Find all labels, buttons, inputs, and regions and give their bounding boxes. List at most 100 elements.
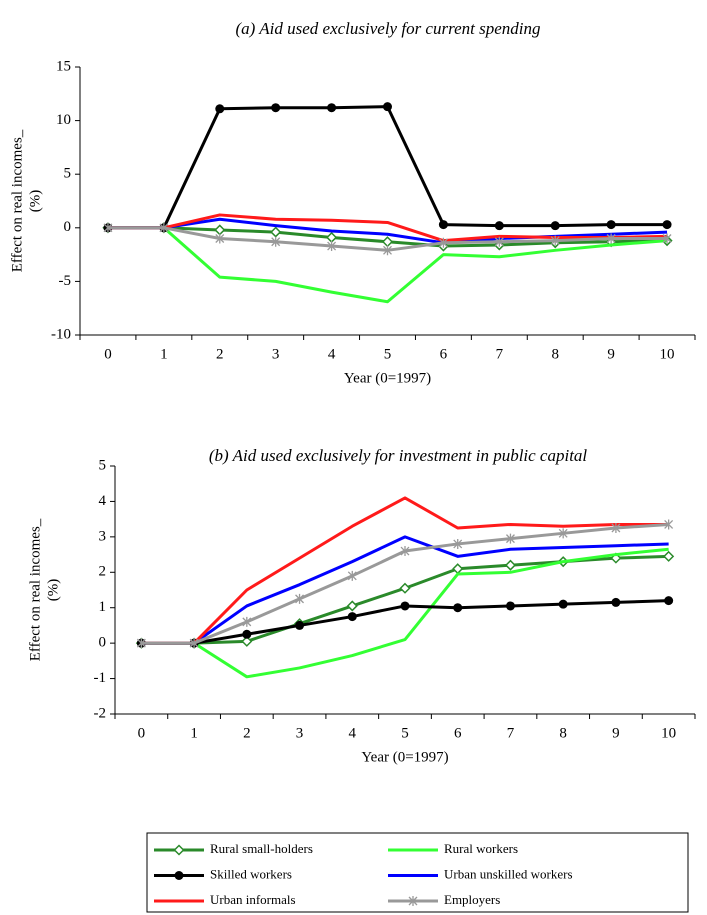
x-tick-label: 10	[660, 346, 675, 362]
legend-label: Rural workers	[444, 841, 518, 856]
x-tick-label: 2	[243, 725, 251, 741]
y-tick-label: -5	[59, 273, 72, 289]
legend-label: Employers	[444, 892, 500, 907]
marker	[611, 523, 621, 533]
x-tick-label: 4	[349, 725, 357, 741]
legend-label: Skilled workers	[210, 866, 292, 881]
marker	[662, 233, 672, 244]
series-line	[107, 213, 668, 243]
x-tick-label: 1	[160, 346, 168, 362]
marker	[327, 103, 337, 113]
marker	[189, 638, 199, 649]
y-tick-label: 3	[99, 528, 107, 544]
marker	[381, 236, 394, 248]
marker	[241, 635, 253, 647]
marker	[505, 533, 515, 544]
y-tick-label: 10	[56, 112, 71, 128]
marker	[214, 224, 226, 236]
marker	[174, 871, 184, 880]
marker	[606, 220, 616, 230]
marker	[611, 597, 621, 607]
marker	[494, 221, 504, 231]
marker	[347, 612, 357, 622]
marker	[558, 528, 568, 539]
series-line	[107, 105, 668, 230]
x-tick-label: 0	[138, 725, 146, 741]
series-line	[141, 554, 669, 645]
x-tick-label: 9	[612, 725, 620, 741]
x-axis-label: Year (0=1997)	[361, 749, 448, 765]
marker	[399, 582, 411, 594]
y-tick-label: 2	[99, 564, 107, 580]
x-tick-label: 10	[661, 725, 676, 741]
y-axis-label: Effect on real incomes_	[9, 129, 25, 272]
marker	[438, 237, 448, 248]
x-tick-label: 8	[559, 725, 567, 741]
y-tick-label: 5	[64, 166, 72, 182]
legend-label: Urban informals	[210, 892, 296, 907]
marker	[606, 233, 616, 244]
marker	[400, 546, 410, 557]
x-tick-label: 7	[507, 725, 515, 741]
marker	[271, 103, 281, 113]
y-tick-label: -10	[51, 326, 71, 342]
x-tick-label: 8	[551, 346, 559, 362]
marker	[550, 221, 560, 231]
marker	[505, 601, 515, 611]
y-tick-label: 5	[99, 457, 107, 473]
x-tick-label: 6	[454, 725, 462, 741]
marker	[438, 220, 448, 230]
marker	[494, 236, 504, 247]
marker	[242, 616, 252, 627]
x-tick-label: 7	[496, 346, 504, 362]
x-tick-label: 0	[104, 346, 112, 362]
marker	[159, 222, 169, 233]
marker	[347, 570, 357, 581]
y-axis-label: (%)	[27, 190, 43, 213]
y-tick-label: 1	[99, 599, 107, 615]
x-tick-label: 3	[296, 725, 304, 741]
marker	[242, 629, 252, 639]
marker	[215, 104, 225, 114]
y-tick-label: -1	[94, 670, 107, 686]
x-tick-label: 6	[440, 346, 448, 362]
marker	[663, 550, 675, 562]
x-tick-label: 2	[216, 346, 224, 362]
marker	[271, 236, 281, 247]
y-tick-label: 0	[64, 219, 72, 235]
x-axis-label: Year (0=1997)	[344, 370, 431, 386]
marker	[664, 596, 674, 606]
marker	[295, 620, 305, 630]
y-tick-label: 0	[99, 635, 107, 651]
marker	[346, 600, 358, 612]
marker	[103, 222, 113, 233]
marker	[453, 603, 463, 613]
x-tick-label: 5	[384, 346, 392, 362]
x-tick-label: 3	[272, 346, 280, 362]
marker	[136, 638, 146, 649]
y-tick-label: 15	[56, 58, 71, 74]
marker	[270, 226, 282, 238]
marker	[662, 220, 672, 230]
series-line	[141, 496, 669, 645]
y-axis-label: Effect on real incomes_	[27, 518, 43, 661]
x-tick-label: 4	[328, 346, 336, 362]
series-line	[141, 535, 669, 645]
marker	[504, 559, 517, 571]
marker	[664, 519, 674, 530]
chart-title: (a) Aid used exclusively for current spe…	[236, 19, 541, 38]
marker	[215, 233, 225, 244]
x-tick-label: 1	[190, 725, 198, 741]
marker	[452, 563, 464, 575]
marker	[610, 552, 622, 564]
series-line	[141, 547, 669, 679]
x-tick-label: 5	[401, 725, 409, 741]
series-line	[107, 226, 668, 304]
marker	[173, 844, 185, 856]
legend-box	[146, 832, 689, 913]
marker	[326, 231, 338, 244]
y-tick-label: 4	[99, 493, 107, 509]
marker	[408, 896, 418, 906]
marker	[383, 245, 392, 256]
marker	[383, 102, 392, 112]
